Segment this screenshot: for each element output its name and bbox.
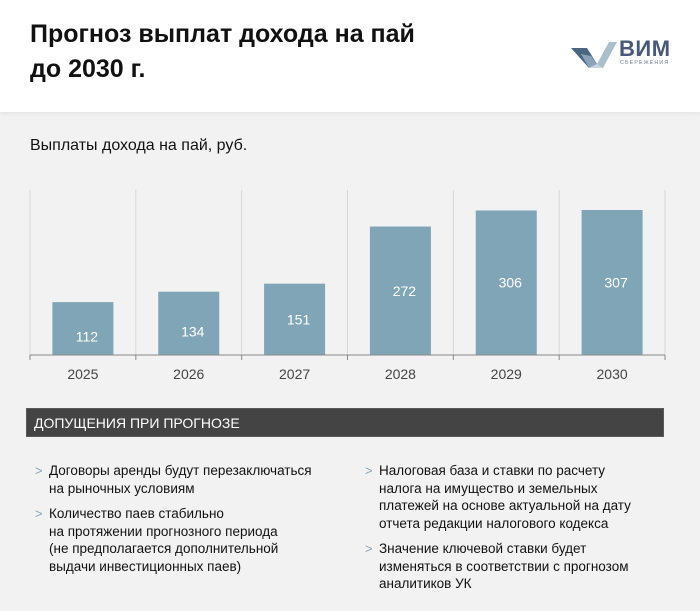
- assumption-item: > Количество паев стабильно на протяжении …: [35, 505, 335, 575]
- assumption-text-line: налога на имущество и земельных: [379, 480, 598, 496]
- assumption-item: > Налоговая база и ставки по расчету налог…: [365, 462, 665, 532]
- assumption-text-line: (не предполагается дополнительной: [49, 541, 279, 556]
- x-tick-label: 2025: [67, 366, 98, 382]
- x-tick-label: 2027: [279, 366, 310, 382]
- assumption-text-line: на рыночных условиям: [49, 480, 195, 496]
- assumption-text-line: Налоговая база и ставки по расчету: [379, 463, 606, 478]
- bar-value-label: 151: [287, 311, 311, 327]
- assumption-text-line: выдачи инвестиционных паев): [49, 558, 242, 574]
- assumption-text-line: платежей на основе актуальной на дату: [379, 498, 631, 513]
- assumption-text-line: Количество паев стабильно: [49, 506, 224, 521]
- chart-title: Выплаты дохода на пай, руб.: [30, 137, 248, 154]
- x-tick-label: 2030: [597, 366, 628, 382]
- bar: [581, 210, 643, 355]
- chevron-right-icon: >: [35, 463, 43, 478]
- bar-value-label: 307: [604, 275, 628, 291]
- assumption-text-line: отчета редакции налогового кодекса: [379, 515, 609, 531]
- assumptions-left-column: > Договоры аренды будут перезаключаться на…: [35, 462, 335, 583]
- vim-logo: ВИМ СБЕРЕЖЕНИЯ: [571, 36, 681, 74]
- bar-value-label: 134: [181, 323, 205, 339]
- assumption-text-line: на протяжении прогнозного периода: [49, 523, 278, 539]
- assumption-item: > Значение ключевой ставки будет изменятьс…: [365, 540, 665, 593]
- chevron-right-icon: >: [365, 541, 373, 556]
- logo-mark-icon: [571, 42, 617, 68]
- assumption-text-line: Значение ключевой ставки будет: [379, 541, 587, 556]
- page-title: Прогноз выплат дохода на пай до 2030 г.: [30, 17, 510, 87]
- logo-subtitle: СБЕРЕЖЕНИЯ: [620, 60, 670, 66]
- bar-chart: 112 2025 134 2026 151 2027 272 2028 306 2029 307 20…: [29, 190, 666, 382]
- assumptions-right-column: > Налоговая база и ставки по расчету налог…: [365, 462, 665, 601]
- chevron-right-icon: >: [365, 463, 373, 478]
- assumption-item: > Договоры аренды будут перезаключаться на…: [35, 462, 335, 497]
- bar: [264, 283, 326, 355]
- logo-word: ВИМ: [619, 36, 671, 61]
- assumptions-heading: ДОПУЩЕНИЯ ПРИ ПРОГНОЗЕ: [34, 415, 240, 431]
- x-tick-label: 2028: [385, 366, 416, 382]
- assumptions-banner: ДОПУЩЕНИЯ ПРИ ПРОГНОЗЕ: [26, 408, 664, 437]
- bar: [475, 210, 537, 355]
- assumption-text-line: изменяться в соответствии с прогнозом: [379, 558, 629, 574]
- x-tick-label: 2026: [173, 366, 204, 382]
- assumption-text-line: аналитиков УК: [379, 576, 472, 591]
- x-tick-label: 2029: [491, 366, 522, 382]
- bar-value-label: 272: [393, 283, 417, 299]
- bar: [369, 226, 431, 355]
- assumption-text-line: Договоры аренды будут перезаключаться: [49, 463, 312, 478]
- header: Прогноз выплат дохода на пай до 2030 г. …: [0, 0, 700, 112]
- bar-value-label: 112: [76, 329, 99, 345]
- title-line-1: Прогноз выплат дохода на пай: [30, 20, 415, 48]
- bar-value-label: 306: [499, 275, 523, 291]
- chevron-right-icon: >: [35, 506, 43, 521]
- bar: [158, 291, 220, 355]
- bar: [52, 302, 114, 355]
- title-line-2: до 2030 г.: [30, 55, 146, 83]
